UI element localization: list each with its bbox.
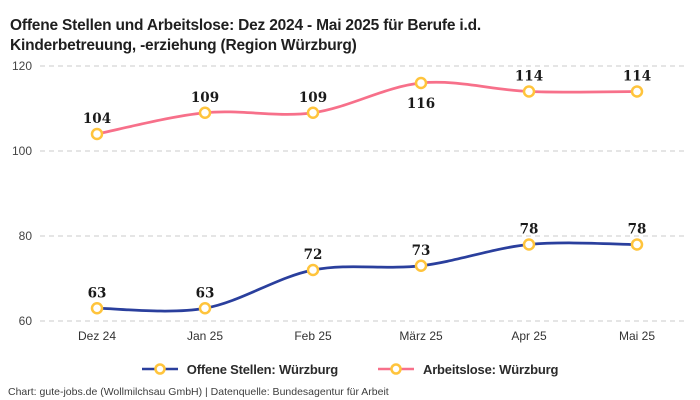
data-point-marker: [522, 85, 536, 98]
series-line: [95, 80, 639, 136]
data-point-label: 63: [196, 285, 215, 301]
x-tick-label: Mai 25: [619, 329, 655, 343]
data-point-marker: [522, 238, 536, 251]
x-tick-label: Dez 24: [78, 329, 116, 343]
y-tick-label: 60: [19, 314, 33, 328]
data-point-label: 72: [304, 247, 323, 263]
data-point-label: 114: [623, 69, 651, 85]
chart-title: Offene Stellen und Arbeitslose: Dez 2024…: [10, 16, 610, 56]
legend-label-offene-stellen: Offene Stellen: Würzburg: [186, 361, 338, 377]
data-point-marker: [198, 106, 212, 119]
y-tick-label: 120: [12, 59, 32, 73]
data-point-label: 114: [515, 69, 543, 85]
line-chart-plot: 60 80 100 120 Dez 24 Jan 25 Feb 25 März 25 Apr 2…: [12, 59, 688, 343]
x-tick-label: Jan 25: [187, 329, 223, 343]
y-tick-label: 100: [12, 144, 32, 158]
data-point-marker: [198, 302, 212, 315]
y-tick-label: 80: [19, 229, 33, 243]
data-point-label: 116: [407, 96, 435, 112]
legend-item-arbeitslose: Arbeitslose: Würzburg: [378, 362, 558, 377]
data-point-marker: [90, 302, 104, 315]
data-point-label: 78: [520, 222, 539, 238]
chart-legend: Offene Stellen: Würzburg Arbeitslose: Wü…: [0, 358, 700, 380]
legend-label-arbeitslose: Arbeitslose: Würzburg: [423, 361, 559, 377]
data-point-label: 73: [412, 243, 431, 259]
data-point-marker: [306, 263, 320, 277]
data-point-label: 78: [628, 222, 647, 238]
data-point-marker: [630, 238, 644, 251]
chart-source-footer: Chart: gute-jobs.de (Wollmilchsau GmbH) …: [8, 386, 389, 398]
data-point-label: 109: [191, 90, 219, 106]
data-point-label: 109: [299, 90, 327, 106]
data-point-marker: [414, 76, 428, 90]
x-tick-label: Apr 25: [511, 329, 547, 343]
data-point-marker: [306, 106, 320, 119]
data-point-marker: [90, 127, 104, 141]
x-tick-label: März 25: [399, 329, 443, 343]
data-point-label: 104: [83, 111, 111, 127]
series-line: [95, 241, 639, 313]
data-point-label: 63: [88, 285, 107, 301]
line-marker-icon: [378, 363, 414, 375]
chart-title-line2: Kinderbetreuung, -erziehung (Region Würz…: [10, 37, 357, 55]
line-marker-icon: [141, 363, 178, 375]
legend-item-offene-stellen: Offene Stellen: Würzburg: [141, 361, 338, 377]
data-point-marker: [414, 259, 428, 272]
chart-title-line1: Offene Stellen und Arbeitslose: Dez 2024…: [10, 17, 481, 35]
x-tick-label: Feb 25: [294, 329, 332, 343]
data-point-marker: [630, 85, 644, 98]
